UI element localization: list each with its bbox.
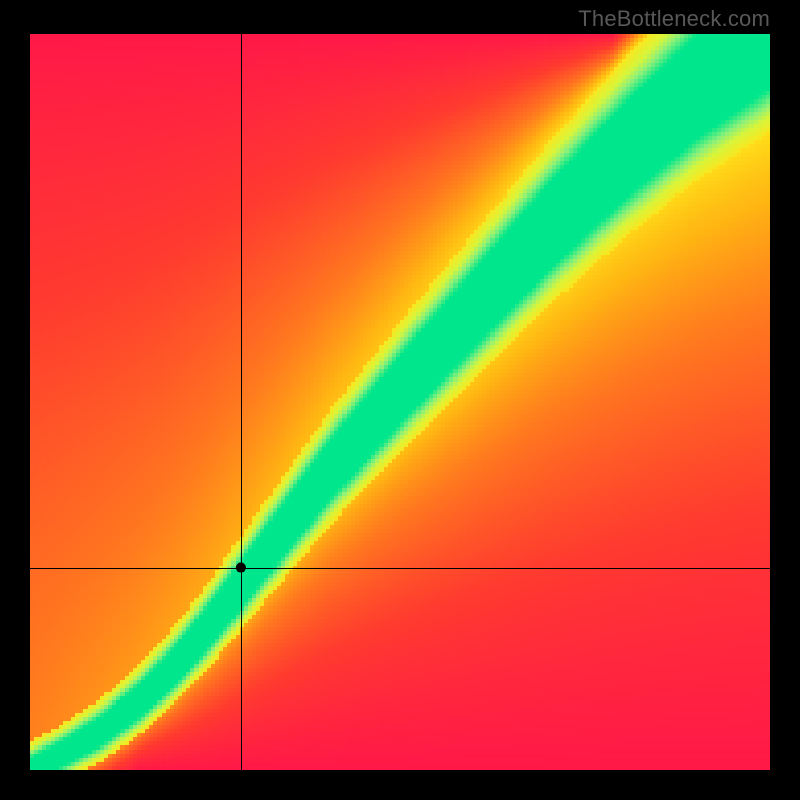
watermark-label: TheBottleneck.com xyxy=(578,6,770,32)
heatmap-canvas xyxy=(30,34,770,770)
chart-frame: TheBottleneck.com xyxy=(0,0,800,800)
heatmap-plot xyxy=(30,34,770,770)
